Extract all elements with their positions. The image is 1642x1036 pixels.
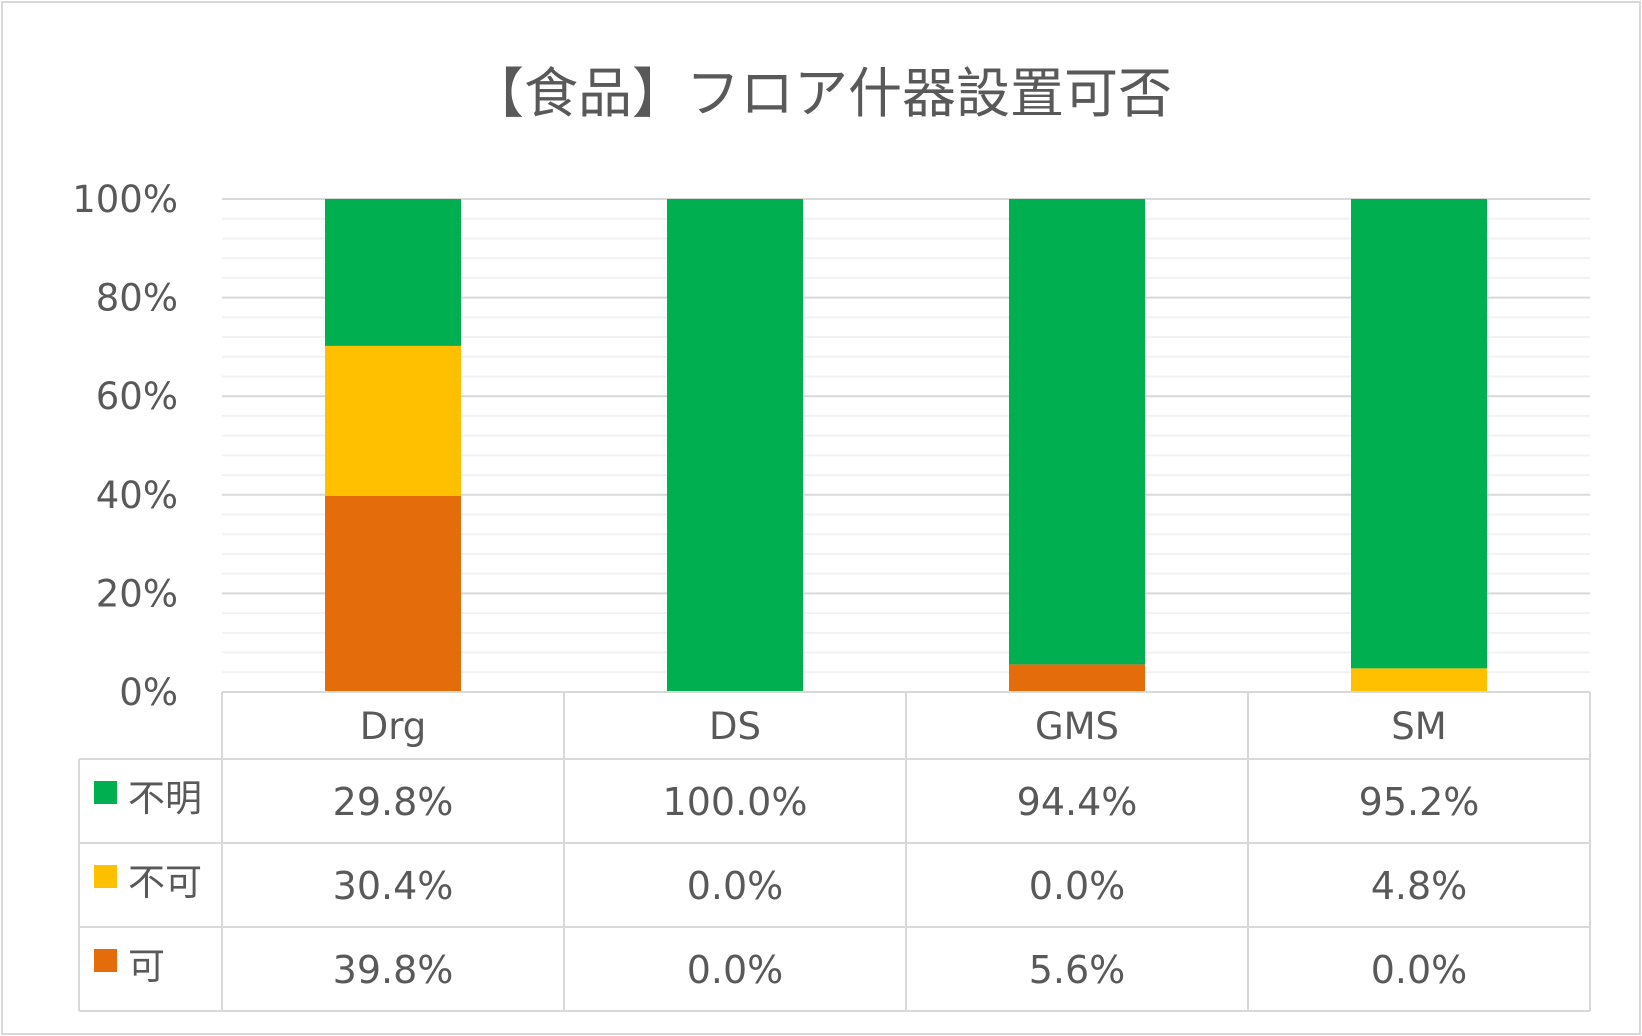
legend-label: 不明 [128,777,202,820]
category-label: GMS [1035,705,1119,748]
y-tick-label: 80% [96,277,178,320]
y-tick-label: 0% [119,671,178,714]
category-label: SM [1391,705,1446,748]
legend-label: 不可 [128,861,202,904]
bar-segment-Drg-不可 [325,345,461,496]
bar-segment-DS-不明 [667,199,803,692]
bar-segment-Drg-不明 [325,199,461,346]
legend-key-不可 [94,865,117,888]
y-tick-label: 60% [96,375,178,418]
legend-key-可 [94,949,117,972]
data-label: 5.6% [1029,948,1126,992]
data-label: 39.8% [333,948,454,992]
y-tick-label: 100% [72,178,178,221]
data-label: 29.8% [333,780,454,824]
data-label: 30.4% [333,864,454,908]
legend-label: 可 [128,945,165,988]
data-label: 0.0% [687,864,784,908]
y-tick-label: 40% [96,474,178,517]
chart-title: 【食品】フロア什器設置可否 [470,62,1172,125]
legend-key-不明 [94,781,117,804]
category-label: DS [709,705,761,748]
data-label: 4.8% [1371,864,1468,908]
category-label: Drg [360,705,427,748]
data-label: 100.0% [663,780,808,824]
bar-segment-GMS-可 [1009,664,1145,692]
bar-segment-SM-不明 [1351,199,1487,669]
y-tick-label: 20% [96,572,178,615]
bar-segment-SM-不可 [1351,668,1487,692]
bar-segment-GMS-不明 [1009,199,1145,665]
data-label: 0.0% [1029,864,1126,908]
data-label: 0.0% [1371,948,1468,992]
data-label: 95.2% [1359,780,1480,824]
bar-segment-Drg-可 [325,495,461,692]
data-label: 0.0% [687,948,784,992]
data-label: 94.4% [1017,780,1138,824]
